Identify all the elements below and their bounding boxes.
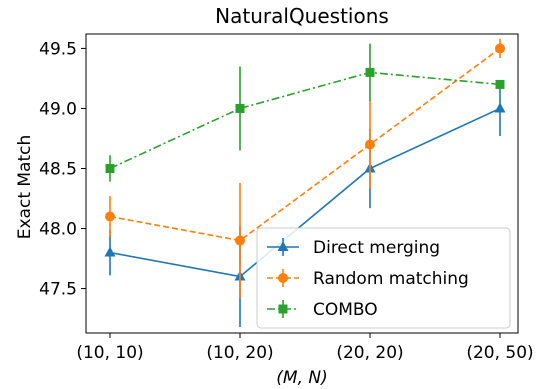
- series-random-matching: [105, 38, 505, 299]
- data-point: [105, 163, 115, 173]
- series-line: [109, 71, 501, 170]
- legend-label: COMBO: [313, 300, 378, 320]
- series-line: [109, 47, 501, 242]
- plot-area: [104, 38, 506, 327]
- legend-marker: [277, 241, 289, 251]
- y-tick-label: 47.5: [39, 280, 77, 300]
- data-point: [105, 211, 115, 222]
- legend-marker: [278, 304, 288, 314]
- x-tick-label: (10, 20): [206, 343, 273, 363]
- data-point: [104, 246, 116, 257]
- plot-frame: [85, 33, 519, 334]
- legend-box: [256, 227, 511, 329]
- x-tick-label: (20, 20): [336, 343, 403, 363]
- x-axis-label: (M, N): [276, 368, 327, 388]
- y-tick-label: 48.0: [39, 220, 77, 240]
- y-tick-label: 49.5: [39, 39, 77, 59]
- y-tick-label: 48.5: [39, 159, 77, 179]
- x-tick-label: (20, 50): [466, 343, 533, 363]
- legend-entry: Random matching: [267, 269, 469, 289]
- legend-label: Direct merging: [313, 238, 440, 258]
- data-point: [494, 102, 506, 113]
- legend: Direct merging Random matching COMBO: [256, 227, 511, 329]
- chart-title: NaturalQuestions: [215, 4, 389, 28]
- axes: 47.5 48.0 48.5 49.0 49.5 (10, 10) (10, 20) (20,…: [39, 39, 534, 363]
- legend-entry: Direct merging: [267, 238, 440, 258]
- data-point: [365, 67, 375, 77]
- data-point: [235, 103, 245, 113]
- data-point: [235, 235, 245, 246]
- y-tick-label: 49.0: [39, 99, 77, 119]
- legend-marker: [278, 273, 288, 283]
- series-line: [109, 107, 501, 278]
- data-point: [495, 43, 505, 54]
- series-combo: [105, 43, 505, 182]
- x-tick-label: (10, 10): [76, 343, 143, 363]
- data-point: [495, 79, 505, 89]
- legend-label: Random matching: [313, 269, 469, 289]
- y-axis-label: Exact Match: [15, 135, 35, 240]
- data-point: [365, 139, 375, 150]
- legend-entry: COMBO: [267, 300, 378, 320]
